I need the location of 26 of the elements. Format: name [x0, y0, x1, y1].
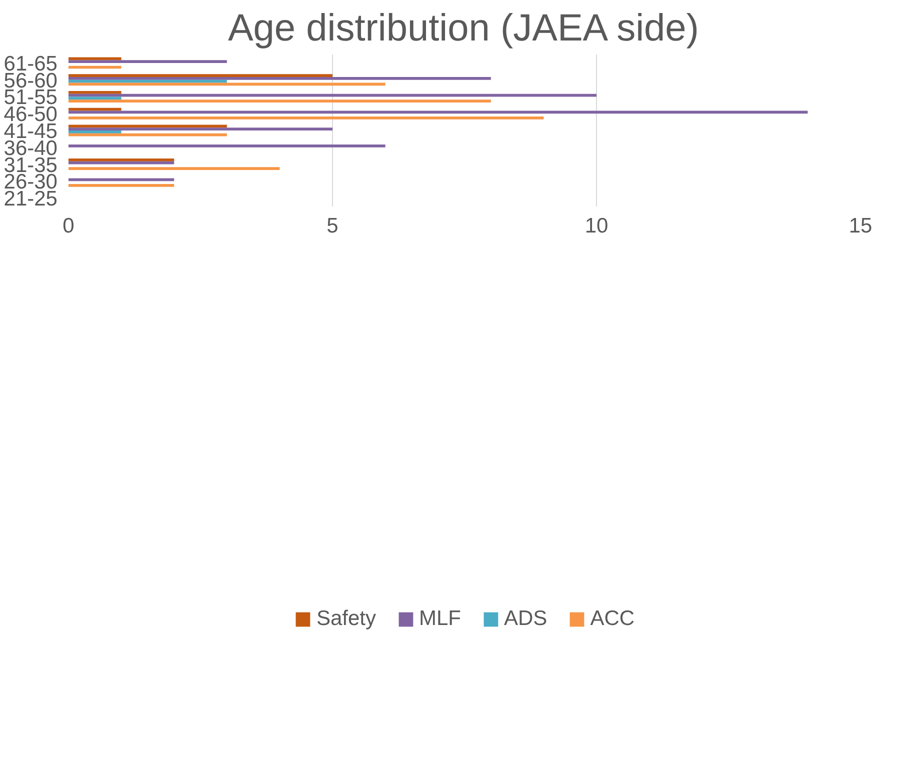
bar [68, 158, 174, 162]
bar [68, 90, 122, 94]
bar [68, 74, 332, 77]
legend-label: MLF [419, 607, 462, 631]
bar [68, 128, 332, 130]
x-tick-label: 15 [848, 214, 872, 238]
bar [68, 110, 808, 114]
chart-title: Age distribution (JAEA side) [228, 8, 699, 50]
legend-label: ADS [504, 607, 548, 631]
bar [68, 161, 174, 164]
bar [68, 60, 227, 63]
bar [68, 100, 491, 102]
bar [68, 57, 122, 60]
x-tick-label: 5 [326, 214, 338, 238]
bar [68, 184, 174, 187]
bar [68, 116, 544, 120]
bar [68, 144, 386, 148]
bar [68, 96, 122, 100]
x-tick-label: 10 [584, 214, 608, 238]
bar [68, 82, 386, 86]
bar [68, 167, 280, 170]
legend-label: ACC [590, 607, 635, 631]
bar [68, 76, 491, 80]
bar [68, 130, 122, 134]
x-tick-label: 0 [62, 214, 74, 238]
legend-label: Safety [316, 607, 376, 631]
